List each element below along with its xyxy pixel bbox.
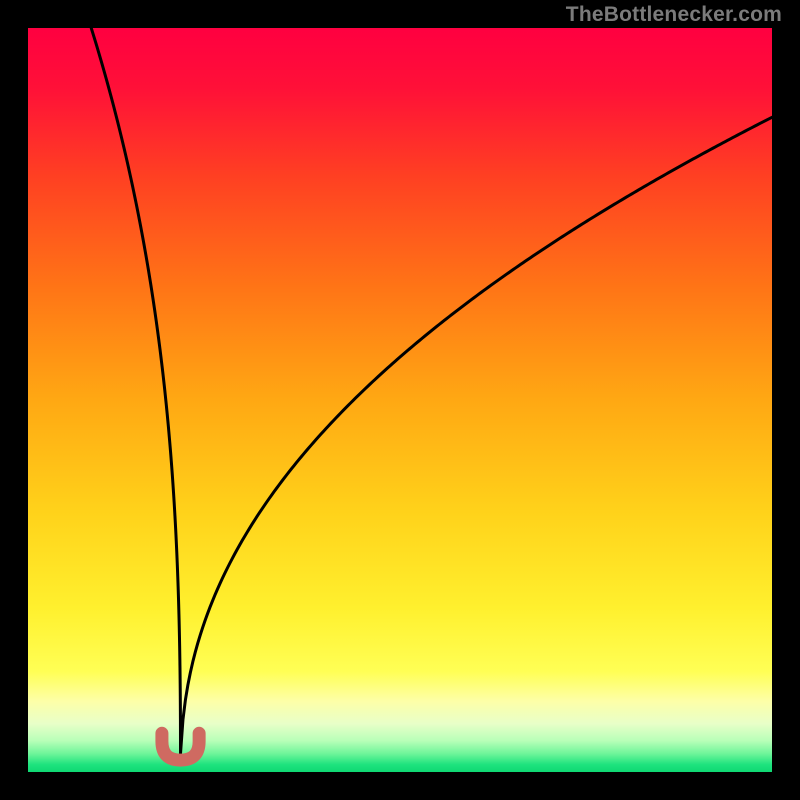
watermark-text: TheBottlenecker.com [566,3,782,27]
plot-area [28,28,772,772]
bottleneck-curve [91,28,772,753]
curve-layer [28,28,772,772]
